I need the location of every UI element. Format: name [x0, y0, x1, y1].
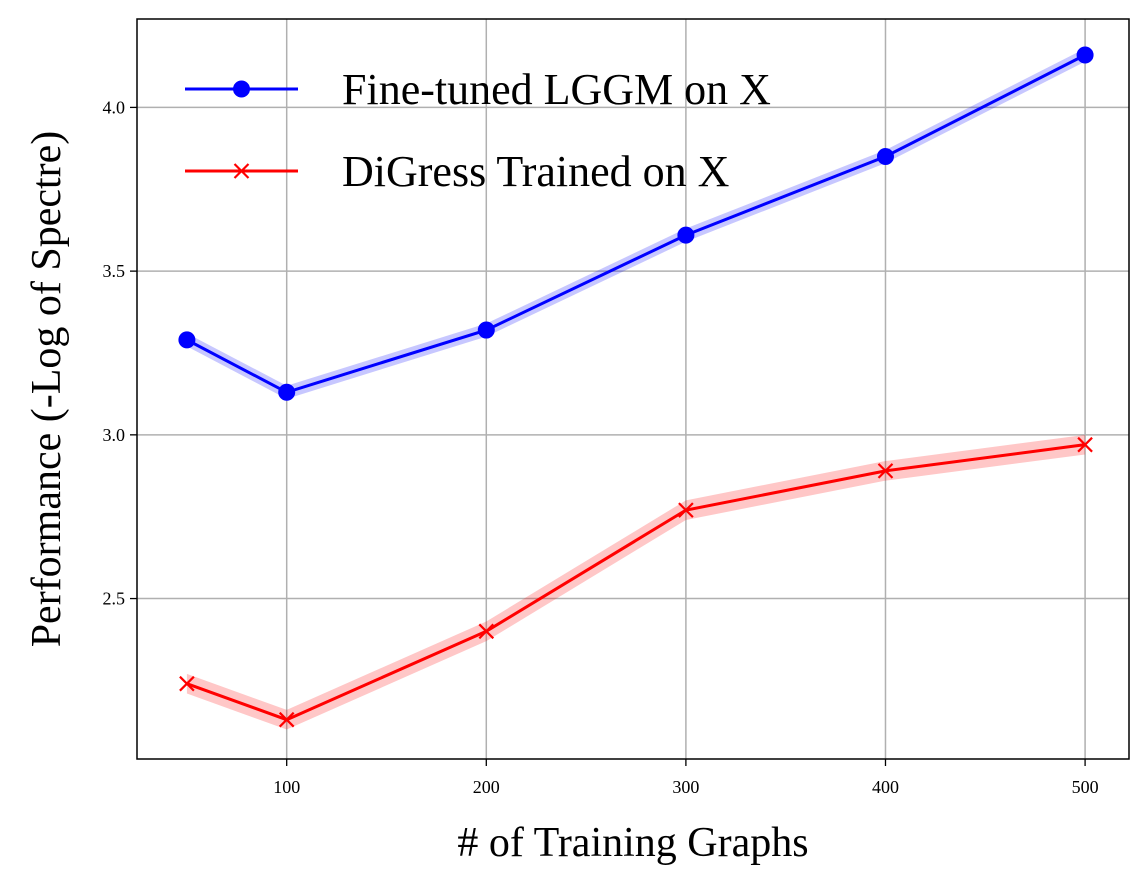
confidence-bands — [186, 48, 1086, 730]
series-2-point — [678, 502, 694, 518]
y-tick-label: 2.5 — [103, 589, 126, 609]
legend-marker — [233, 80, 250, 98]
series-1-line — [186, 53, 1086, 394]
y-tick-label: 4.0 — [103, 97, 126, 117]
legend-label: DiGress Trained on X — [342, 147, 729, 196]
series-2-point — [1077, 436, 1093, 453]
series-2-line — [186, 443, 1086, 722]
legend-label: Fine-tuned LGGM on X — [342, 65, 771, 114]
series-2-point — [179, 675, 195, 692]
series-1-point — [876, 148, 894, 166]
x-tick-label: 300 — [672, 777, 699, 797]
series-1-point — [278, 383, 296, 401]
x-tick-label: 400 — [872, 777, 899, 797]
legend: Fine-tuned LGGM on X DiGress Trained on X — [185, 65, 771, 196]
x-tick-label: 100 — [273, 777, 300, 797]
series-2-band — [186, 434, 1086, 730]
series-2-point — [478, 623, 495, 640]
grid — [137, 19, 1129, 759]
series-2-point — [877, 463, 894, 479]
x-axis-label: # of Training Graphs — [457, 820, 808, 866]
series-1-point — [477, 321, 495, 339]
y-tick-label: 3.5 — [103, 261, 126, 281]
series-lines — [186, 53, 1086, 722]
axis-ticks: 100 200 300 400 500 2.5 3.0 3.5 4.0 — [103, 97, 1099, 797]
plot-frame — [136, 18, 1130, 760]
legend-marker — [233, 163, 250, 179]
series-markers — [178, 46, 1094, 728]
y-tick-label: 3.0 — [103, 425, 126, 445]
series-1-point — [677, 226, 695, 244]
y-axis-label: Performance (-Log of Spectre) — [24, 131, 70, 648]
series-1-point — [1076, 46, 1094, 64]
series-1-point — [178, 331, 196, 349]
x-tick-label: 200 — [473, 777, 500, 797]
series-2-point — [278, 711, 295, 728]
x-tick-label: 500 — [1072, 777, 1099, 797]
